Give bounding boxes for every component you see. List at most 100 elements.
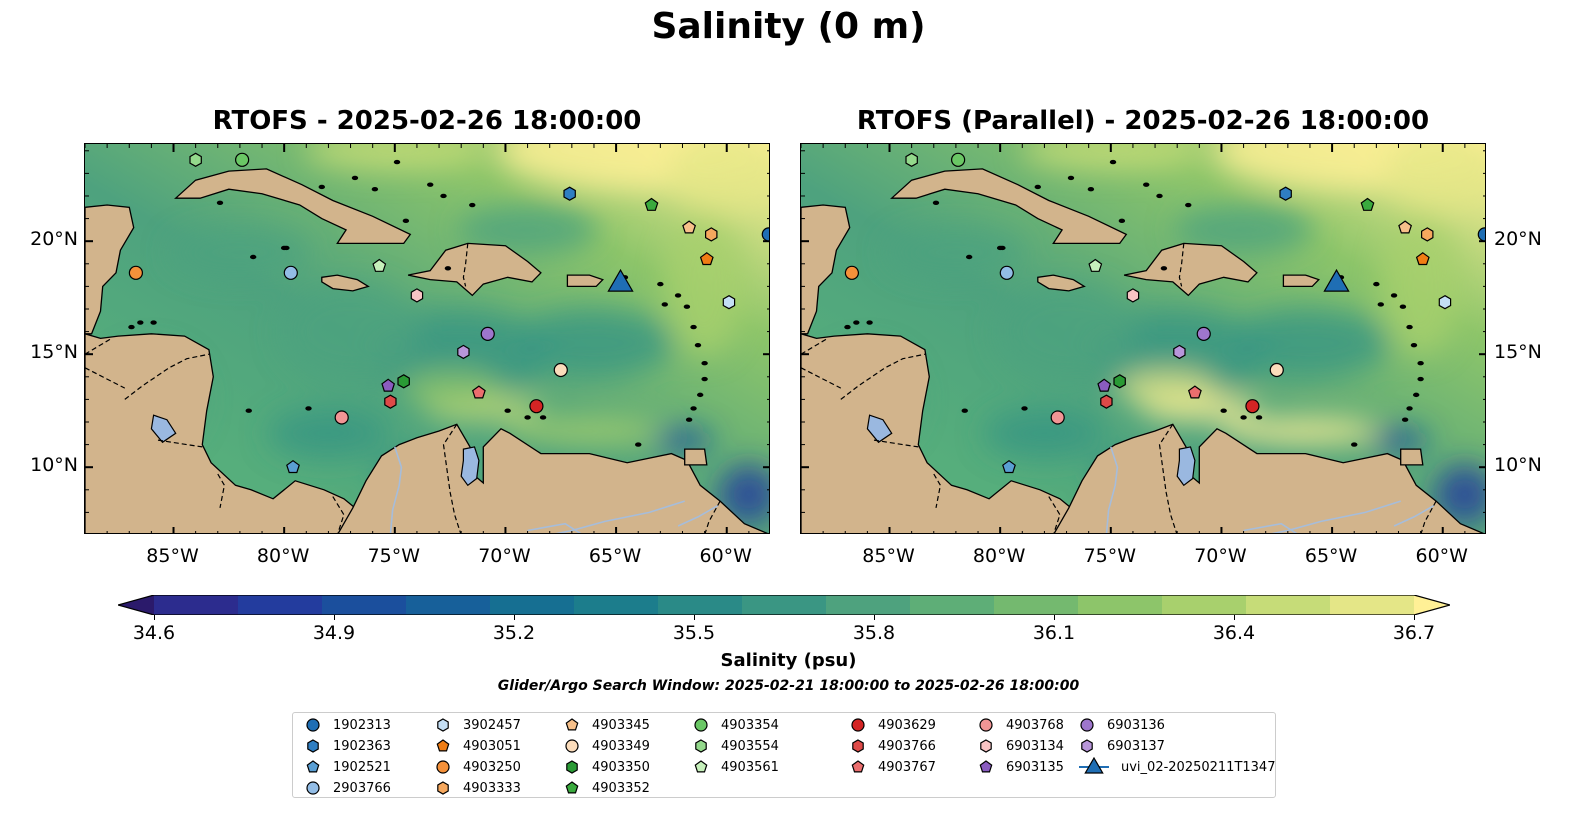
float-marker-1902313[interactable] [1477,227,1486,242]
legend-label: 2903766 [333,780,391,796]
legend-marker[interactable] [436,760,450,774]
circle-marker-icon [694,718,708,732]
float-marker-6903134[interactable] [410,288,424,303]
float-marker-6903136[interactable] [480,326,495,341]
float-marker-6903135[interactable] [1097,378,1112,392]
float-marker-6903136[interactable] [1196,326,1211,341]
land-masses [801,159,1484,533]
float-marker-3902457[interactable] [1438,295,1452,310]
float-marker-4903350[interactable] [1113,374,1126,389]
float-marker-4903354[interactable] [235,152,250,167]
legend-marker[interactable] [565,781,579,794]
legend-marker[interactable] [437,718,449,732]
float-marker-1902313[interactable] [761,227,770,242]
float-marker-4903767[interactable] [1187,385,1202,399]
float-marker-4903051[interactable] [1415,252,1430,266]
float-marker-4903766[interactable] [1100,394,1113,409]
legend-marker[interactable] [307,739,319,753]
land-yucatan [85,204,135,335]
float-marker-4903345[interactable] [1398,220,1413,234]
float-marker-4903349[interactable] [553,362,568,378]
lon-tick-label: 70°W [1194,545,1247,567]
float-marker-4903349[interactable] [1269,362,1284,378]
legend-marker[interactable] [851,718,865,732]
island [249,254,257,260]
legend-item: 4903766 [850,736,936,756]
float-marker-4903352[interactable] [1360,197,1375,211]
salinity-map[interactable] [85,144,770,534]
float-marker-1902521[interactable] [1002,459,1016,474]
float-marker-6903135[interactable] [381,378,396,392]
float-marker-4903250[interactable] [844,265,859,280]
legend-marker[interactable] [437,781,449,795]
float-marker-6903134[interactable] [1126,288,1140,303]
legend-marker[interactable] [979,718,993,732]
legend-marker[interactable] [306,760,320,773]
float-marker-3902457[interactable] [722,295,736,310]
float-marker-4903767[interactable] [471,385,486,399]
river [389,446,403,533]
legend-marker[interactable] [979,760,993,773]
legend-marker[interactable] [851,760,865,773]
float-marker-4903768[interactable] [1050,410,1065,425]
legend-marker[interactable] [694,760,708,773]
legend-marker[interactable] [306,781,320,795]
island [701,376,708,382]
colorbar-segment [826,595,911,615]
colorbar-segment [1330,595,1415,615]
float-marker-1902363[interactable] [1279,186,1292,201]
float-marker-6903137[interactable] [1173,344,1186,360]
legend-marker[interactable] [565,718,579,731]
circle-marker-icon [436,760,450,774]
float-marker-4903629[interactable] [1245,399,1260,414]
float-marker-4903554[interactable] [189,152,202,167]
float-marker-4903333[interactable] [1420,227,1434,242]
legend-marker[interactable] [306,718,320,732]
land-yucatan [801,204,851,335]
float-marker-4903333[interactable] [704,227,718,242]
country-border [801,337,828,355]
legend-marker[interactable] [436,739,450,752]
float-marker-4903766[interactable] [384,394,397,409]
hexagon-marker-icon [437,781,449,795]
legend-marker[interactable] [695,739,707,753]
float-marker-4903352[interactable] [644,197,659,211]
lat-tick-label-left: 15°N [30,341,78,364]
float-marker-4903561[interactable] [1088,258,1103,272]
float-marker-4903561[interactable] [372,258,387,272]
map-panel-rtofs-parallel[interactable] [800,143,1486,534]
colorbar-tick [1413,615,1415,620]
legend-marker[interactable] [1081,739,1093,753]
legend-marker[interactable] [694,718,708,732]
float-marker-6903137[interactable] [457,344,470,360]
legend-item: 4903354 [693,715,779,735]
float-marker-4903554[interactable] [905,152,918,167]
float-marker-4903354[interactable] [951,152,966,167]
island [674,293,682,298]
float-marker-1902363[interactable] [563,186,576,201]
island [853,320,860,325]
legend-marker[interactable] [852,739,864,753]
float-marker-4903250[interactable] [128,265,143,280]
float-marker-4903768[interactable] [334,410,349,425]
country-border [462,243,469,287]
float-marker-4903345[interactable] [682,220,697,234]
float-marker-2903766[interactable] [999,265,1014,280]
glider-marker[interactable] [1323,268,1350,292]
legend-glider-icon[interactable] [1084,757,1104,774]
float-marker-4903629[interactable] [529,399,544,414]
legend-marker[interactable] [565,739,579,753]
map-panel-rtofs[interactable] [84,143,770,534]
glider-marker[interactable] [607,268,634,292]
legend-marker[interactable] [1080,718,1094,732]
legend-item: 4903349 [564,736,650,756]
legend-item: 4903345 [564,715,650,735]
legend-marker[interactable] [566,760,578,774]
float-marker-4903051[interactable] [699,252,714,266]
legend-marker[interactable] [980,739,992,753]
hexagon-marker-icon [1081,739,1093,753]
float-marker-2903766[interactable] [283,265,298,280]
salinity-map[interactable] [801,144,1486,534]
float-marker-4903350[interactable] [397,374,410,389]
float-marker-1902521[interactable] [286,459,300,474]
